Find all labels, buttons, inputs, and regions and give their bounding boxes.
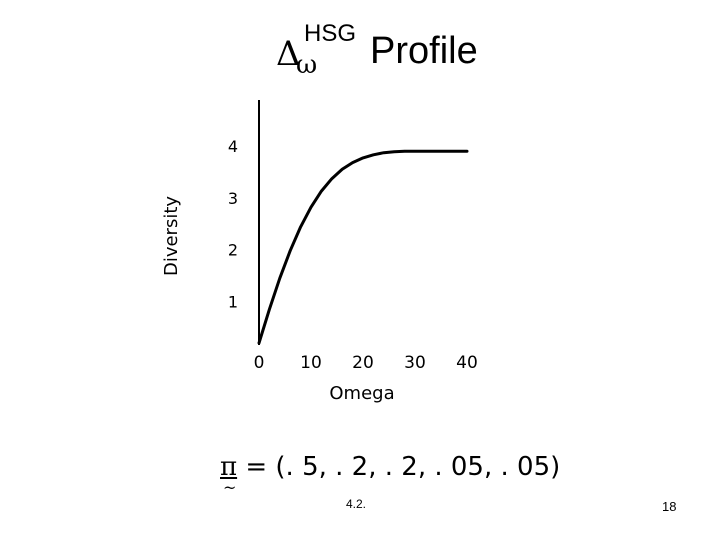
series-group — [257, 149, 469, 345]
slide-title: Δ ω HSG Profile — [0, 10, 720, 80]
y-tick-labels: 1 2 3 4 — [228, 137, 238, 312]
pi-tilde: ~ — [223, 478, 237, 497]
x-tick-label: 10 — [300, 353, 322, 373]
series-line — [257, 149, 469, 345]
pi-values: = (. 5, . 2, . 2, . 05, . 05) — [237, 452, 561, 482]
y-tick-label: 1 — [228, 293, 238, 312]
x-tick-label: 40 — [456, 353, 478, 373]
x-tick-label: 0 — [254, 353, 265, 373]
y-tick-label: 3 — [228, 189, 238, 208]
slide-number: 18 — [662, 499, 677, 514]
y-tick-label: 2 — [228, 241, 238, 260]
pi-formula: π ~ = (. 5, . 2, . 2, . 05, . 05) — [220, 452, 561, 497]
x-tick-labels: 0 10 20 30 40 — [254, 353, 478, 373]
title-delta: Δ — [276, 34, 301, 74]
section-number: 4.2. — [346, 497, 367, 511]
y-tick-label: 4 — [228, 137, 238, 156]
y-axis-label: Diversity — [161, 196, 182, 276]
x-tick-label: 30 — [404, 353, 426, 373]
title-main: Profile — [370, 30, 478, 72]
x-tick-label: 20 — [352, 353, 374, 373]
title-superscript: HSG — [304, 20, 357, 47]
x-axis-label: Omega — [329, 383, 394, 404]
pi-symbol: π ~ — [220, 452, 238, 497]
diversity-chart: 1 2 3 4 0 10 20 30 40 Diversity Omega — [161, 100, 478, 404]
title-subscript: ω — [296, 50, 318, 80]
pi-glyph: π — [220, 452, 238, 482]
